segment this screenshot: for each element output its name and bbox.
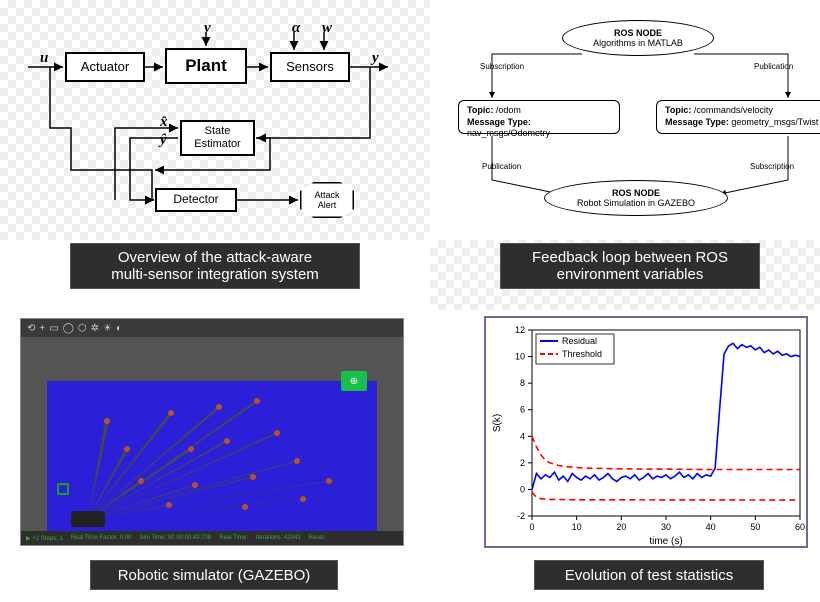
toolbar-icon[interactable]: ◐ xyxy=(116,323,122,334)
toolbar-icon[interactable]: ▭ xyxy=(49,323,58,334)
ros-node-top: ROS NODEAlgorithms in MATLAB xyxy=(562,20,714,56)
bd-label-w: w xyxy=(322,20,332,37)
bd-label-y: y xyxy=(372,50,379,67)
gazebo-statusbar: ▶ +2 Steps: 1Real Time Factor: 0.00Sim T… xyxy=(21,531,403,545)
caption1: Overview of the attack-awaremulti-sensor… xyxy=(70,243,360,289)
svg-text:10: 10 xyxy=(572,522,582,532)
svg-text:4: 4 xyxy=(520,431,525,441)
ros-label-pub2: Publication xyxy=(482,162,521,171)
svg-text:50: 50 xyxy=(750,522,760,532)
svg-text:60: 60 xyxy=(795,522,805,532)
gazebo-scene: ⊕ xyxy=(21,337,403,531)
ros-diagram: ROS NODEAlgorithms in MATLAB ROS NODERobo… xyxy=(432,10,814,235)
svg-text:8: 8 xyxy=(520,378,525,388)
toolbar-icon[interactable]: ⟲ xyxy=(27,323,35,334)
bd-label-v: v xyxy=(204,20,211,37)
svg-text:S(k): S(k) xyxy=(492,414,503,432)
gazebo-ghost-marker xyxy=(57,483,69,495)
caption4: Evolution of test statistics xyxy=(534,560,764,590)
toolbar-icon[interactable]: ✲ xyxy=(91,323,99,334)
caption3: Robotic simulator (GAZEBO) xyxy=(90,560,338,590)
bd-label-alpha: α xyxy=(292,20,300,37)
gazebo-robot xyxy=(71,511,105,527)
svg-text:time (s): time (s) xyxy=(649,536,682,547)
bd-detector: Detector xyxy=(155,188,237,212)
svg-text:2: 2 xyxy=(520,458,525,468)
svg-text:6: 6 xyxy=(520,405,525,415)
svg-text:0: 0 xyxy=(520,484,525,494)
gazebo-viewport: ⟲ + ▭ ◯ ⬡ ✲ ☀ ◐ ⊕ ▶ +2 Steps: 1Real Time Factor: … xyxy=(20,318,404,546)
stats-chart: 0 10 20 30 40 50 60 -2 0 2 4 6 8 10 12 time (s) S(k) Resi… xyxy=(484,316,808,548)
toolbar-icon[interactable]: ⬡ xyxy=(78,323,87,334)
svg-text:12: 12 xyxy=(515,325,525,335)
bd-plant: Plant xyxy=(165,48,247,84)
toolbar-icon[interactable]: + xyxy=(39,323,45,334)
bd-label-u: u xyxy=(40,50,48,67)
block-diagram: Actuator Plant Sensors State Estimator Detec… xyxy=(10,10,410,235)
svg-text:10: 10 xyxy=(515,352,525,362)
gazebo-marker: ⊕ xyxy=(341,371,367,391)
bd-actuator: Actuator xyxy=(65,52,145,82)
svg-text:-2: -2 xyxy=(517,511,525,521)
svg-text:0: 0 xyxy=(529,522,534,532)
svg-text:40: 40 xyxy=(706,522,716,532)
svg-text:20: 20 xyxy=(616,522,626,532)
toolbar-icon[interactable]: ◯ xyxy=(63,323,74,334)
ros-node-bottom: ROS NODERobot Simulation in GAZEBO xyxy=(544,180,728,216)
bd-sensors: Sensors xyxy=(270,52,350,82)
ros-topic-right: Topic: /commands/velocityMessage Type: g… xyxy=(656,100,820,134)
ros-label-sub1: Subscription xyxy=(480,62,524,71)
bd-label-xhat: x̂ xyxy=(160,114,168,131)
caption2: Feedback loop between ROSenvironment var… xyxy=(500,243,760,289)
svg-text:Threshold: Threshold xyxy=(562,349,602,359)
gazebo-toolbar: ⟲ + ▭ ◯ ⬡ ✲ ☀ ◐ xyxy=(21,319,403,337)
bd-estimator: State Estimator xyxy=(180,120,255,156)
svg-text:30: 30 xyxy=(661,522,671,532)
svg-text:Residual: Residual xyxy=(562,336,597,346)
toolbar-icon[interactable]: ☀ xyxy=(103,323,112,334)
ros-topic-left: Topic: /odomMessage Type: nav_msgs/Odome… xyxy=(458,100,620,134)
bd-alert: Attack Alert xyxy=(300,182,354,218)
bd-label-yhat: ŷ xyxy=(160,132,167,149)
ros-label-sub2: Subscription xyxy=(750,162,794,171)
ros-label-pub1: Publication xyxy=(754,62,793,71)
